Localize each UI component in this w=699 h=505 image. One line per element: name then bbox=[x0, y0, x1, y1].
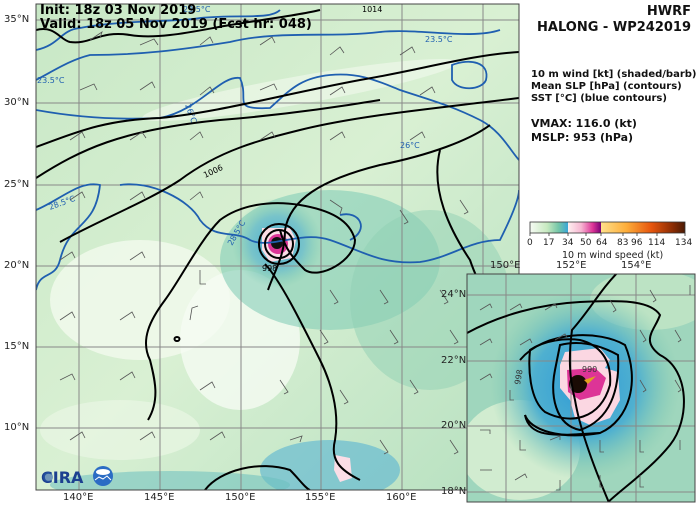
lon-label-140: 140°E bbox=[63, 492, 94, 503]
legend-wind: 10 m wind [kt] (shaded/barb) bbox=[531, 69, 697, 80]
inset-gridlines bbox=[467, 274, 695, 502]
main-map[interactable]: 23.5°C 23.5°C 23.5°C 26°C 26°C 28.5°C 28… bbox=[36, 4, 519, 500]
legend-sst: SST [°C] (blue contours) bbox=[531, 93, 667, 104]
svg-text:26°C: 26°C bbox=[400, 141, 420, 150]
cb-tick-17: 17 bbox=[543, 238, 555, 248]
cb-tick-34: 34 bbox=[562, 238, 574, 248]
cb-tick-134: 134 bbox=[675, 238, 693, 248]
inset-map[interactable]: 990 998 bbox=[460, 270, 699, 505]
lon-label-150: 150°E bbox=[225, 492, 256, 503]
main-map-frame bbox=[35, 3, 520, 491]
inset-slp-contours bbox=[467, 274, 685, 502]
svg-text:23.5°C: 23.5°C bbox=[183, 5, 211, 14]
model-name: HWRF bbox=[646, 4, 691, 19]
inset-map-frame bbox=[466, 273, 696, 503]
svg-text:1014: 1014 bbox=[362, 5, 382, 14]
inset-lat-label-18: 18°N bbox=[441, 486, 467, 497]
lat-label-35: 35°N bbox=[4, 14, 30, 25]
lat-label-30: 30°N bbox=[4, 97, 30, 108]
inset-lat-label-22: 22°N bbox=[441, 355, 467, 366]
inset-lat-label-20: 20°N bbox=[441, 420, 467, 431]
storm-name: HALONG - WP242019 bbox=[537, 20, 691, 35]
vmax-value: VMAX: 116.0 (kt) bbox=[531, 117, 637, 130]
svg-text:998: 998 bbox=[513, 369, 525, 386]
svg-text:998: 998 bbox=[262, 264, 277, 273]
inset-wind-barbs bbox=[479, 285, 691, 491]
lat-label-20: 20°N bbox=[4, 260, 30, 271]
inset-lon-label-150: 150°E bbox=[490, 260, 521, 271]
noaa-logo bbox=[93, 466, 113, 486]
lon-label-155: 155°E bbox=[305, 492, 336, 503]
cb-tick-64: 64 bbox=[596, 238, 608, 248]
svg-text:CIRA: CIRA bbox=[41, 468, 84, 487]
lat-label-10: 10°N bbox=[4, 422, 30, 433]
svg-text:990: 990 bbox=[582, 365, 597, 374]
cira-logo: CIRA bbox=[41, 468, 84, 487]
cb-tick-0: 0 bbox=[527, 238, 533, 248]
inset-lon-label-152: 152°E bbox=[556, 260, 587, 271]
slp-contours bbox=[36, 9, 519, 490]
wind-barbs bbox=[59, 31, 469, 455]
inset-lat-label-24: 24°N bbox=[441, 289, 467, 300]
valid-time: Valid: 18z 05 Nov 2019 (Fcst hr: 048) bbox=[40, 17, 312, 32]
svg-text:23.5°C: 23.5°C bbox=[425, 35, 453, 44]
init-time: Init: 18z 03 Nov 2019 bbox=[40, 3, 197, 18]
lon-label-145: 145°E bbox=[144, 492, 175, 503]
cb-tick-96: 96 bbox=[631, 238, 643, 248]
cb-tick-50: 50 bbox=[580, 238, 592, 248]
lat-label-15: 15°N bbox=[4, 341, 30, 352]
lat-label-25: 25°N bbox=[4, 179, 30, 190]
inset-lon-label-154: 154°E bbox=[621, 260, 652, 271]
lon-label-160: 160°E bbox=[386, 492, 417, 503]
colorbar bbox=[529, 221, 686, 236]
svg-text:23.5°C: 23.5°C bbox=[37, 76, 65, 85]
inset-slp-labels: 990 998 bbox=[513, 365, 597, 385]
cb-tick-83: 83 bbox=[617, 238, 629, 248]
legend-slp: Mean SLP [hPa] (contours) bbox=[531, 81, 682, 92]
cb-tick-114: 114 bbox=[648, 238, 666, 248]
colorbar-label: 10 m wind speed (kt) bbox=[562, 250, 664, 261]
mslp-value: MSLP: 953 (hPa) bbox=[531, 131, 634, 144]
